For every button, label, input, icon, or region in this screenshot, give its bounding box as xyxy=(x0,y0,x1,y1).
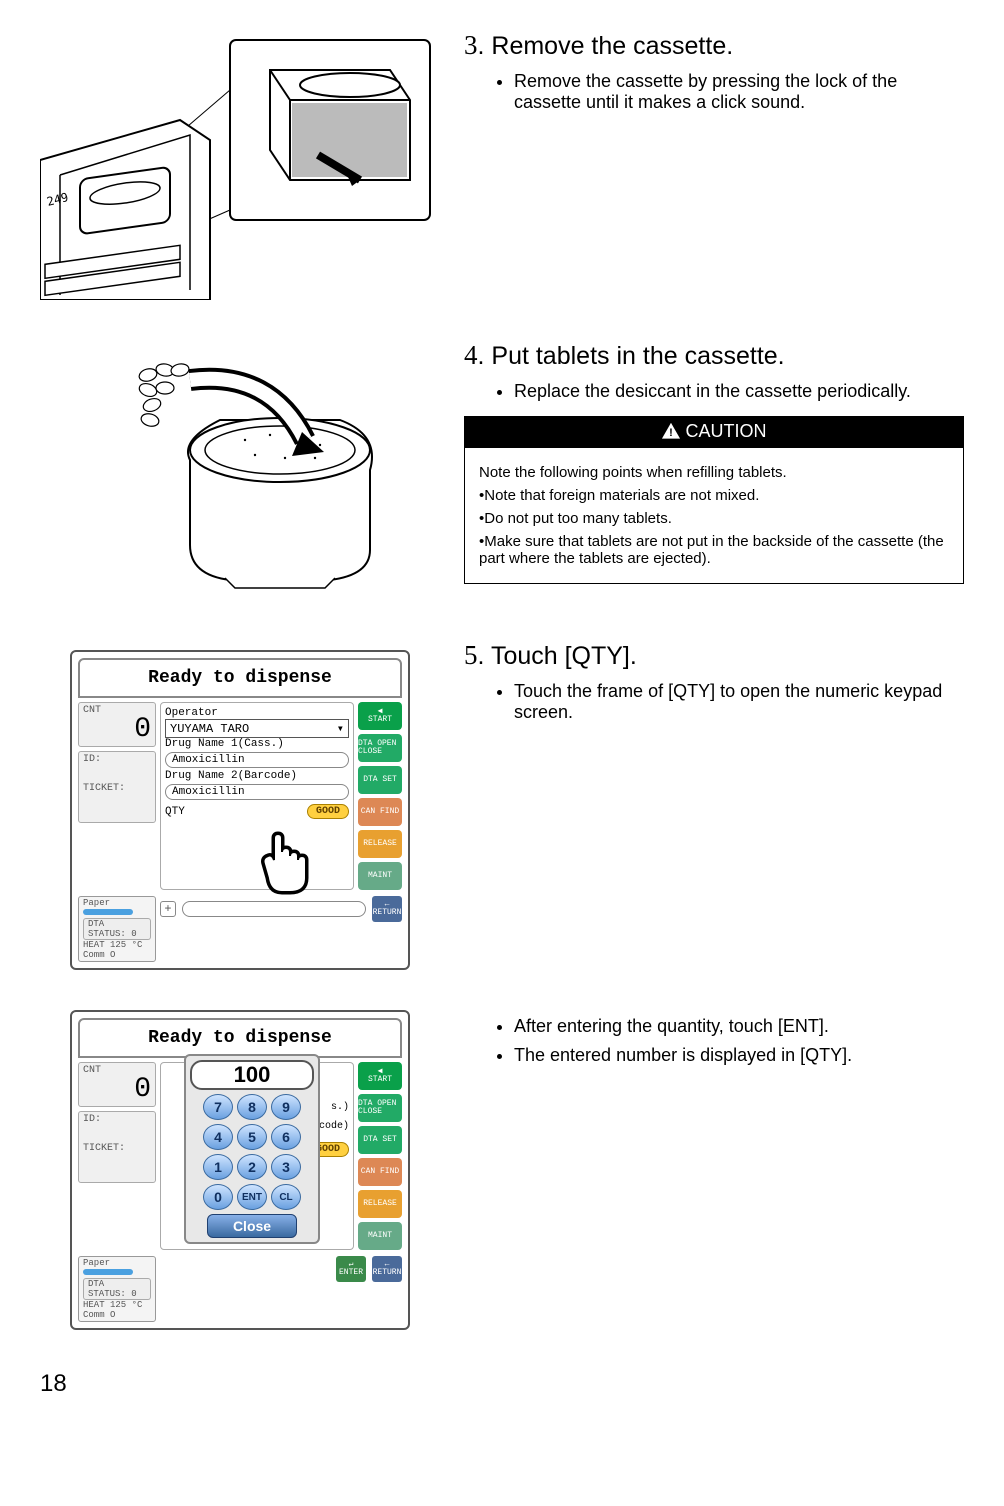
step-4-bullet-0: Replace the desiccant in the cassette pe… xyxy=(514,381,964,402)
maint-button-2[interactable]: MAINT xyxy=(358,1222,402,1250)
ui-header-2: Ready to dispense xyxy=(78,1018,402,1058)
start-button[interactable]: ◀START xyxy=(358,702,402,730)
caution-item-0: •Note that foreign materials are not mix… xyxy=(479,487,949,504)
return-button[interactable]: ←RETURN xyxy=(372,896,402,922)
cnt-value: 0 xyxy=(83,716,151,744)
paper-bar-icon-2 xyxy=(83,1269,133,1275)
paper-label: Paper xyxy=(83,898,110,908)
maint-button[interactable]: MAINT xyxy=(358,862,402,890)
caution-header: ! CAUTION xyxy=(465,417,963,448)
caution-intro: Note the following points when refilling… xyxy=(479,464,949,481)
dispense-ui-mock-2: Ready to dispense CNT 0 ID: TICKET: ▾ xyxy=(70,1010,410,1330)
id-ticket-card-2: ID: TICKET: xyxy=(78,1111,156,1183)
start-button-2[interactable]: ◀START xyxy=(358,1062,402,1090)
step-3-number: 3 xyxy=(464,30,478,60)
drug1-label: Drug Name 1(Cass.) xyxy=(165,738,349,750)
key-2[interactable]: 2 xyxy=(237,1154,267,1180)
dta-open-button[interactable]: DTA OPEN CLOSE xyxy=(358,734,402,762)
dta-set-button[interactable]: DTA SET xyxy=(358,766,402,794)
key-8[interactable]: 8 xyxy=(237,1094,267,1120)
key-3[interactable]: 3 xyxy=(271,1154,301,1180)
numeric-keypad: 100 7 8 9 4 5 6 1 2 3 0 ENT xyxy=(184,1054,320,1244)
step-4-bullets: Replace the desiccant in the cassette pe… xyxy=(464,381,964,402)
key-9[interactable]: 9 xyxy=(271,1094,301,1120)
can-find-button-2[interactable]: CAN FIND xyxy=(358,1158,402,1186)
ui-bottom-strip-2: Paper DTA STATUS: 0 HEAT 125 °C Comm O +… xyxy=(78,1256,402,1322)
plus-button[interactable]: + xyxy=(160,901,176,917)
operator-label: Operator xyxy=(165,707,349,719)
cassette-remove-line-art: 249 xyxy=(40,30,440,300)
dta-open-button-2[interactable]: DTA OPEN CLOSE xyxy=(358,1094,402,1122)
keypad-close-button[interactable]: Close xyxy=(207,1214,297,1238)
step-4: 4. Put tablets in the cassette. Replace … xyxy=(40,340,964,600)
step-5-after-1: The entered number is displayed in [QTY]… xyxy=(514,1045,964,1066)
step-5: Ready to dispense CNT 0 ID: TICKET: Oper… xyxy=(40,640,964,970)
cnt-card: CNT 0 xyxy=(78,702,156,747)
step-4-title: 4. Put tablets in the cassette. xyxy=(464,340,964,371)
key-6[interactable]: 6 xyxy=(271,1124,301,1150)
chevron-down-icon: ▾ xyxy=(337,721,344,736)
can-find-button[interactable]: CAN FIND xyxy=(358,798,402,826)
step-4-number: 4 xyxy=(464,340,478,370)
step-5-bullets: Touch the frame of [QTY] to open the num… xyxy=(464,681,964,723)
caution-body: Note the following points when refilling… xyxy=(465,448,963,583)
caution-box: ! CAUTION Note the following points when… xyxy=(464,416,964,584)
svg-text:!: ! xyxy=(669,427,673,439)
operator-dropdown[interactable]: YUYAMA TARO▾ xyxy=(165,719,349,738)
drug1-field[interactable]: Amoxicillin xyxy=(165,752,349,768)
warning-icon: ! xyxy=(662,423,680,444)
step-5-screenshot-2: Ready to dispense CNT 0 ID: TICKET: ▾ xyxy=(40,1010,440,1330)
key-cl[interactable]: CL xyxy=(271,1184,301,1210)
keypad-display: 100 xyxy=(190,1060,314,1090)
ui-bottom-strip: Paper DTA STATUS: 0 HEAT 125 °C Comm O +… xyxy=(78,896,402,962)
key-1[interactable]: 1 xyxy=(203,1154,233,1180)
step-4-illustration xyxy=(40,340,440,600)
page-number: 18 xyxy=(40,1370,964,1398)
comm-label: Comm O xyxy=(83,950,115,960)
return-button-2[interactable]: ←RETURN xyxy=(372,1256,402,1282)
drug2-label: Drug Name 2(Barcode) xyxy=(165,770,349,782)
step-5-after-0: After entering the quantity, touch [ENT]… xyxy=(514,1016,964,1037)
step-5-screenshot-1: Ready to dispense CNT 0 ID: TICKET: Oper… xyxy=(40,640,440,970)
step-5-bullet-0: Touch the frame of [QTY] to open the num… xyxy=(514,681,964,723)
step-3-bullet-0: Remove the cassette by pressing the lock… xyxy=(514,71,964,113)
id-ticket-card: ID: TICKET: xyxy=(78,751,156,823)
step-5-after-bullets: After entering the quantity, touch [ENT]… xyxy=(464,1016,964,1066)
cassette-fill-line-art xyxy=(70,340,410,600)
release-button[interactable]: RELEASE xyxy=(358,830,402,858)
id-label: ID: xyxy=(83,754,151,765)
key-ent[interactable]: ENT xyxy=(237,1184,267,1210)
step-5-number: 5 xyxy=(464,640,478,670)
key-7[interactable]: 7 xyxy=(203,1094,233,1120)
step-3-bullets: Remove the cassette by pressing the lock… xyxy=(464,71,964,113)
dispense-ui-mock-1: Ready to dispense CNT 0 ID: TICKET: Oper… xyxy=(70,650,410,970)
paper-bar-icon xyxy=(83,909,133,915)
enter-button[interactable]: ↵ENTER xyxy=(336,1256,366,1282)
step-3-title: 3. Remove the cassette. xyxy=(464,30,964,61)
hand-cursor-icon xyxy=(252,830,322,900)
caution-item-1: •Do not put too many tablets. xyxy=(479,510,949,527)
step-3: 249 3. Remove the cassette. Remove the c… xyxy=(40,30,964,300)
step-5-title: 5. Touch [QTY]. xyxy=(464,640,964,671)
key-0[interactable]: 0 xyxy=(203,1184,233,1210)
key-4[interactable]: 4 xyxy=(203,1124,233,1150)
qty-input[interactable] xyxy=(182,901,366,917)
step-5-continued: Ready to dispense CNT 0 ID: TICKET: ▾ xyxy=(40,1010,964,1330)
ui-header: Ready to dispense xyxy=(78,658,402,698)
qty-label: QTY xyxy=(165,806,185,818)
heat-label: HEAT 125 °C xyxy=(83,940,142,950)
dta-set-button-2[interactable]: DTA SET xyxy=(358,1126,402,1154)
step-3-illustration: 249 xyxy=(40,30,440,300)
caution-item-2: •Make sure that tablets are not put in t… xyxy=(479,533,949,567)
key-5[interactable]: 5 xyxy=(237,1124,267,1150)
drug2-field[interactable]: Amoxicillin xyxy=(165,784,349,800)
cnt-card-2: CNT 0 xyxy=(78,1062,156,1107)
release-button-2[interactable]: RELEASE xyxy=(358,1190,402,1218)
ticket-label: TICKET: xyxy=(83,783,151,794)
good-indicator: GOOD xyxy=(307,804,349,819)
